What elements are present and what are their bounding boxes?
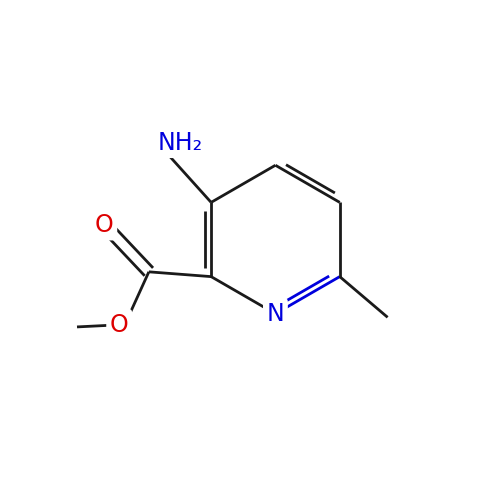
Text: NH₂: NH₂ — [158, 130, 203, 155]
Text: N: N — [266, 302, 285, 326]
Text: O: O — [95, 213, 114, 237]
Text: O: O — [110, 312, 128, 337]
